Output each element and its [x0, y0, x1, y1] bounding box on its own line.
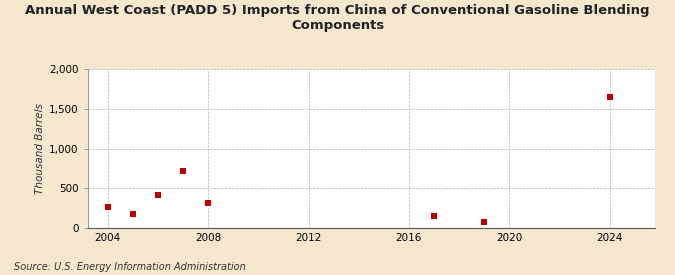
Text: Source: U.S. Energy Information Administration: Source: U.S. Energy Information Administ…	[14, 262, 245, 272]
Point	[429, 214, 439, 218]
Point	[604, 95, 615, 100]
Point	[128, 212, 138, 216]
Point	[479, 220, 489, 224]
Point	[202, 200, 213, 205]
Point	[178, 169, 188, 173]
Y-axis label: Thousand Barrels: Thousand Barrels	[35, 103, 45, 194]
Point	[103, 205, 113, 209]
Point	[153, 192, 163, 197]
Text: Annual West Coast (PADD 5) Imports from China of Conventional Gasoline Blending
: Annual West Coast (PADD 5) Imports from …	[25, 4, 650, 32]
